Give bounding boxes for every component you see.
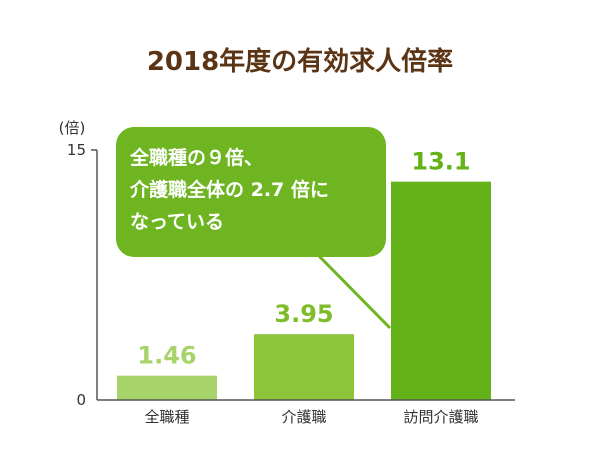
callout-line-3: なっている (130, 211, 224, 233)
callout-pointer (316, 253, 392, 330)
callout-bubble (116, 127, 386, 257)
bar-3 (391, 181, 491, 400)
callout-line-1: 全職種の９倍、 (129, 146, 263, 169)
value-label-2: 3.95 (274, 300, 333, 328)
category-label-3: 訪問介護職 (403, 408, 478, 426)
value-label-3: 13.1 (411, 148, 470, 176)
value-label-1: 1.46 (137, 342, 196, 370)
bar-1 (117, 375, 217, 400)
bars-layer: 1.46 全職種 3.95 介護職 13.1 訪問介護職 (117, 148, 491, 426)
y-tick-label-max: 15 (67, 141, 86, 159)
chart-title: 2018年度の有効求人倍率 (147, 46, 453, 77)
category-label-1: 全職種 (144, 408, 189, 426)
bar-2 (254, 334, 354, 400)
annotation-callout: 全職種の９倍、 介護職全体の 2.7 倍に なっている (116, 127, 392, 330)
category-label-2: 介護職 (281, 408, 326, 426)
y-tick-label-zero: 0 (76, 391, 86, 409)
callout-line-2: 介護職全体の 2.7 倍に (129, 178, 329, 201)
y-axis-unit-label: (倍) (59, 119, 86, 137)
